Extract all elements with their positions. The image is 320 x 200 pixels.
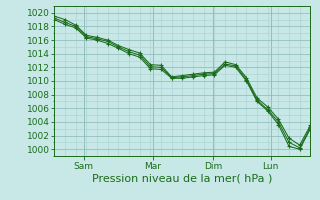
X-axis label: Pression niveau de la mer( hPa ): Pression niveau de la mer( hPa ) xyxy=(92,173,273,183)
